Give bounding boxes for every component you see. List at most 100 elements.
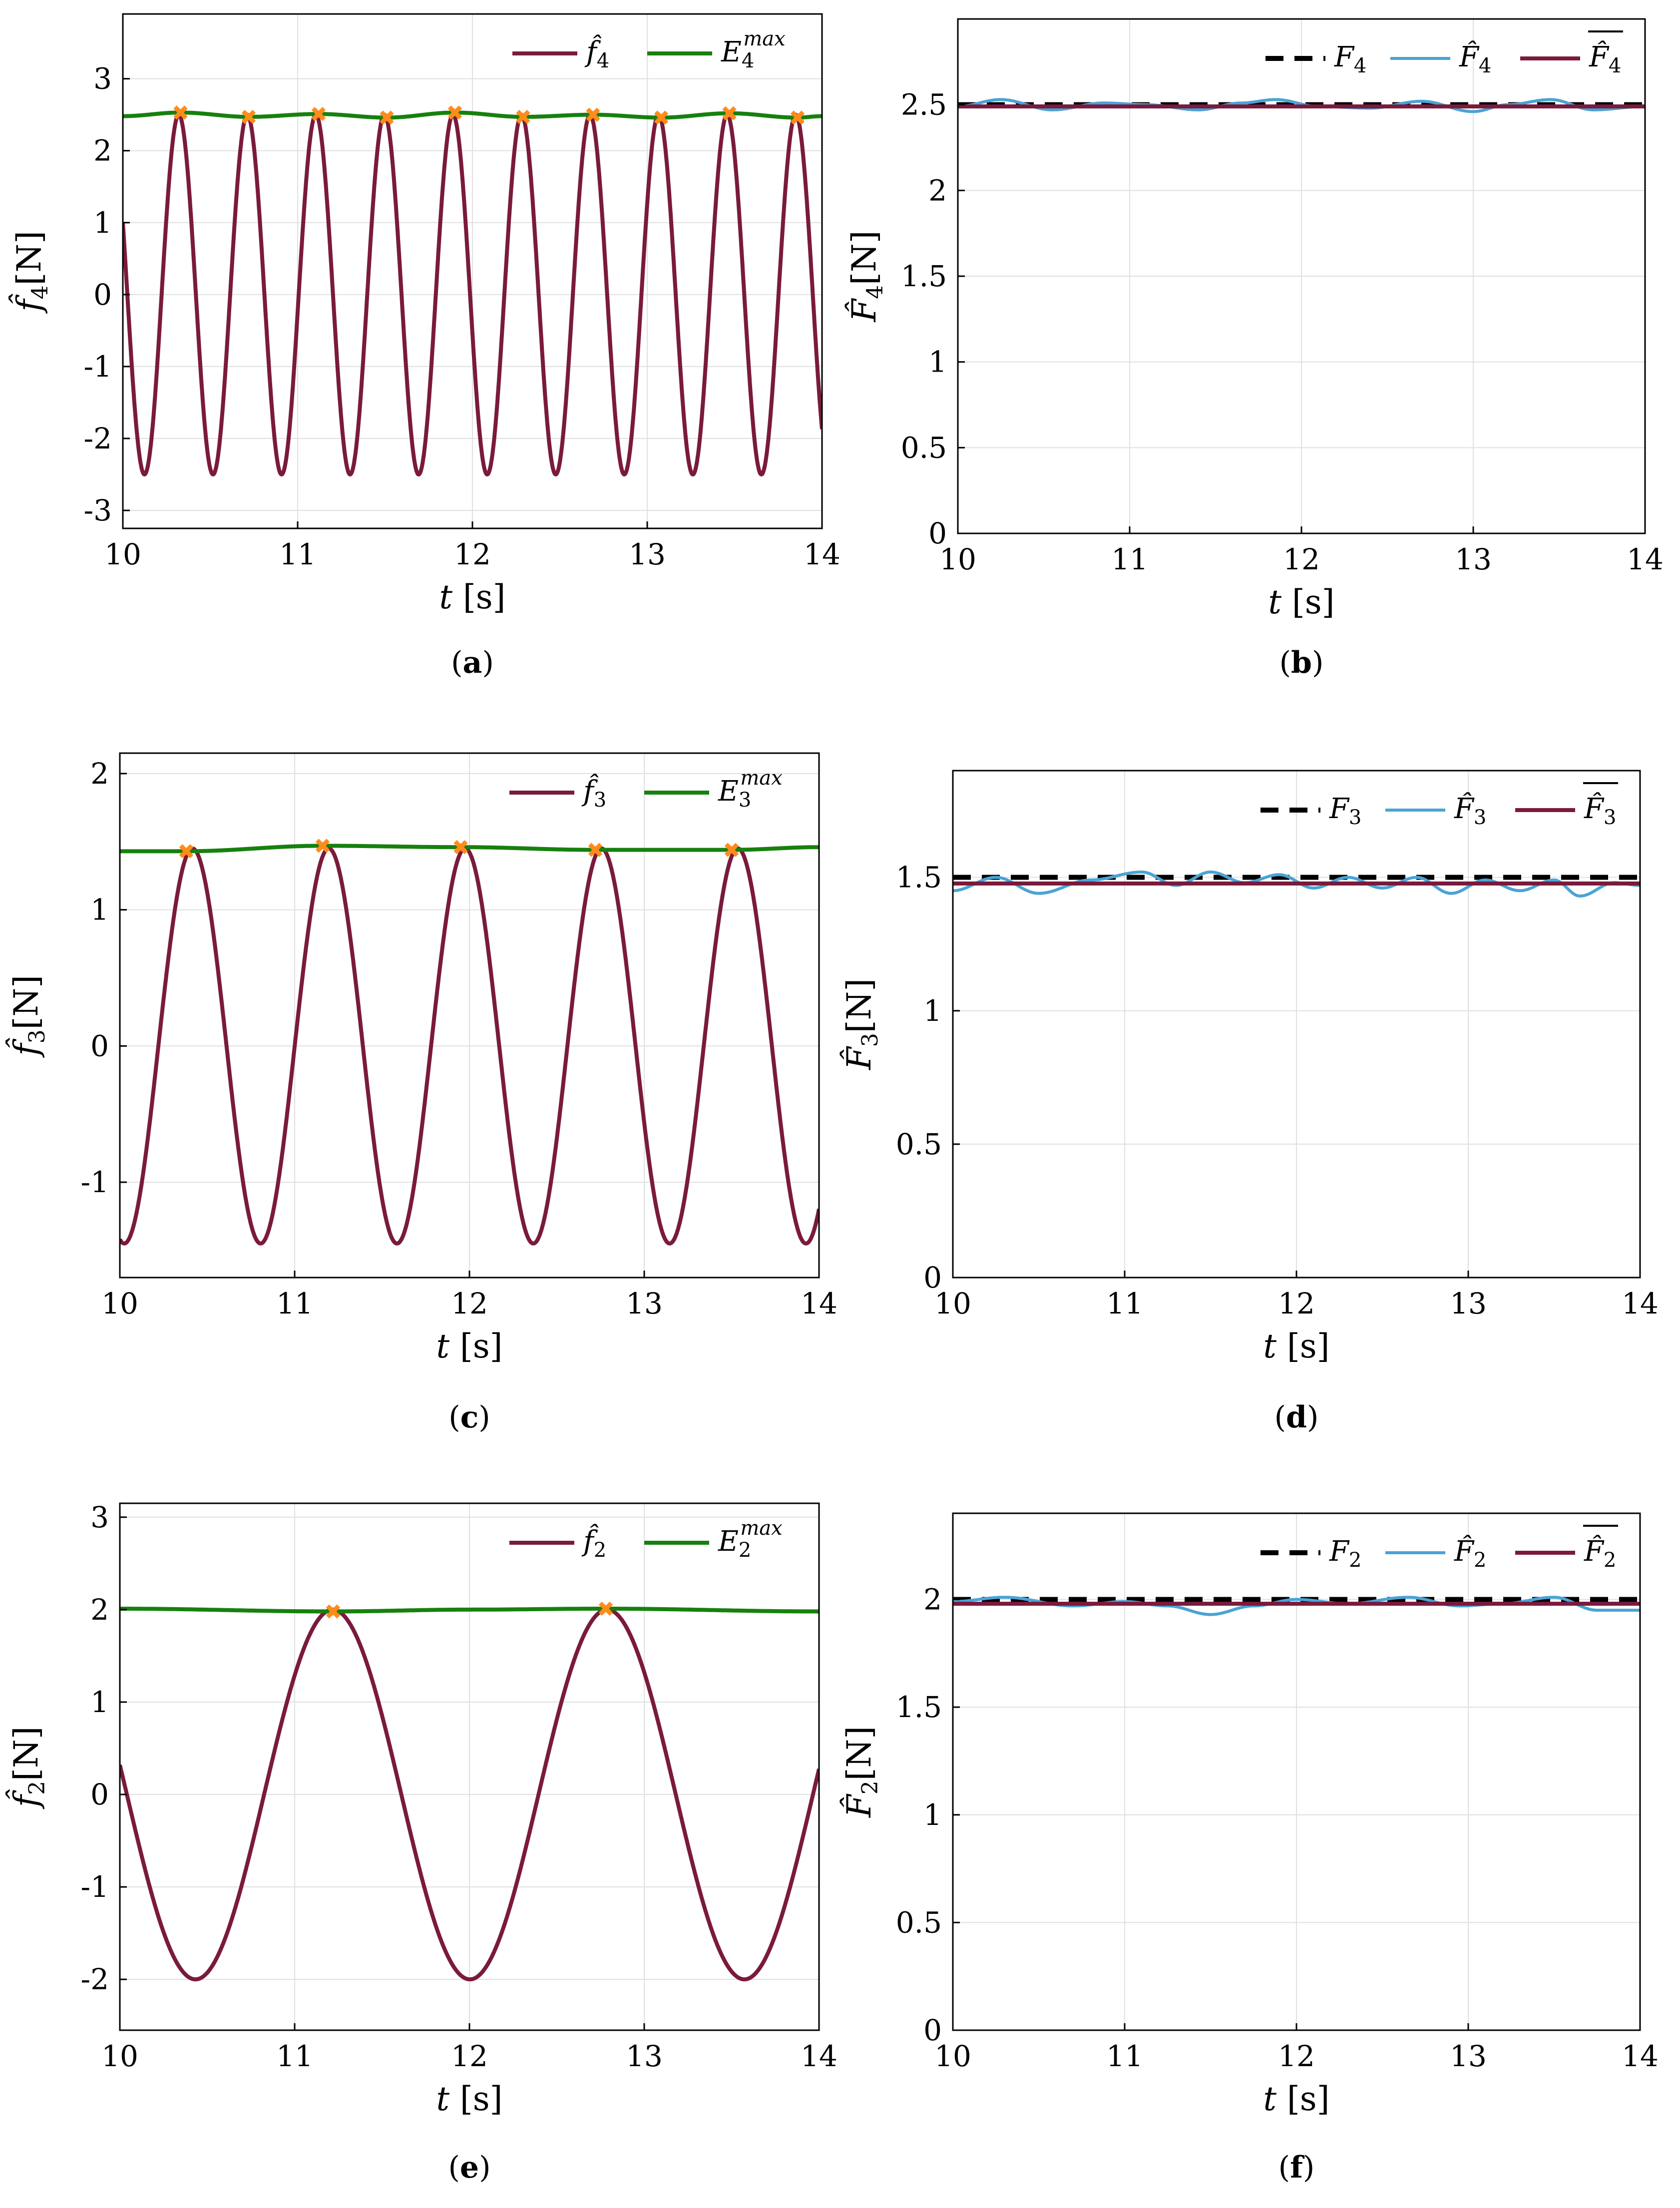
legend-label: F̂4: [1589, 40, 1621, 77]
peak-marker-dot: [726, 109, 733, 117]
x-tick-label: 10: [104, 537, 141, 571]
panel-caption: (f): [1278, 2150, 1315, 2185]
y-tick-label: 0.5: [896, 1905, 942, 1939]
x-tick-label: 11: [1111, 542, 1148, 576]
y-tick-label: 0.5: [901, 431, 947, 464]
x-tick-label: 14: [1622, 2039, 1659, 2073]
legend-label: F̂4: [1459, 40, 1491, 77]
legend-label: E4max: [721, 27, 786, 72]
series-line-F̂2: [953, 1596, 1640, 1616]
peak-marker-dot: [457, 844, 464, 851]
chart-panel-d: 10 11 12 13 14 0 0.5 1 1.5 t [s] F̂3[N] F3 F̂3 F̂3 (d): [840, 770, 1659, 1435]
y-tick-label: 3: [93, 62, 112, 96]
legend: F4 F̂4 F̂4: [1265, 30, 1623, 77]
x-tick-label: 10: [939, 542, 976, 576]
peak-marker-dot: [728, 846, 735, 854]
x-axis-label: t [s]: [1268, 583, 1335, 621]
y-tick-label: 2.5: [901, 88, 947, 122]
panel-caption: (c): [448, 1400, 490, 1435]
series-line-f̂4: [123, 112, 822, 477]
series-line-f̂3: [120, 846, 819, 1246]
y-tick-label: 0: [90, 1029, 109, 1063]
legend: F3 F̂3 F̂3: [1260, 782, 1618, 829]
peak-marker-dot: [592, 846, 599, 854]
legend-label: E2max: [718, 1517, 783, 1562]
x-tick-label: 11: [279, 537, 316, 571]
y-tick-label: -1: [84, 350, 112, 384]
legend-label: F4: [1334, 41, 1366, 77]
y-tick-label: 0: [90, 1777, 109, 1811]
legend: f̂3 E3max: [509, 767, 783, 812]
peak-marker-dot: [451, 109, 458, 116]
y-tick-label: 1: [93, 206, 112, 240]
y-tick-label: 0: [923, 2013, 942, 2047]
legend-label: E3max: [718, 767, 783, 812]
peak-marker-dot: [602, 1605, 609, 1612]
x-tick-label: 10: [101, 2039, 138, 2073]
x-tick-label: 11: [276, 1287, 313, 1321]
y-tick-label: -1: [81, 1165, 109, 1199]
y-tick-label: 0.5: [896, 1127, 942, 1161]
panel-caption: (b): [1279, 645, 1324, 680]
x-axis-label: t [s]: [436, 2080, 503, 2118]
peak-marker-dot: [794, 114, 801, 121]
series-line-E4^max: [123, 110, 822, 120]
legend-label: F̂2: [1454, 1534, 1486, 1572]
legend-label: F̂3: [1454, 792, 1486, 829]
y-tick-label: 1: [90, 893, 109, 927]
y-tick-label: 0: [928, 516, 947, 550]
y-tick-label: 2: [90, 757, 109, 791]
y-tick-label: 1: [928, 345, 947, 379]
y-tick-label: 2: [90, 1593, 109, 1627]
plot-series: [953, 871, 1640, 898]
y-tick-label: 0: [93, 278, 112, 312]
y-axis-label: f̂4[N]: [9, 231, 53, 314]
peak-marker-dot: [177, 109, 184, 116]
x-tick-label: 14: [804, 537, 840, 571]
y-tick-label: 1.5: [896, 861, 942, 894]
x-tick-label: 13: [626, 1287, 663, 1321]
plot-series: [958, 98, 1645, 113]
legend-label: F̂2: [1584, 1534, 1616, 1572]
x-tick-label: 11: [276, 2039, 313, 2073]
peak-marker-dot: [319, 842, 326, 850]
legend-label: F̂3: [1584, 792, 1616, 829]
peak-marker-dot: [245, 113, 252, 120]
series-line-F̂3: [953, 871, 1640, 898]
x-tick-label: 10: [934, 2039, 971, 2073]
y-tick-label: 0: [923, 1261, 942, 1295]
x-axis-label: t [s]: [439, 578, 506, 616]
x-tick-label: 12: [1278, 2039, 1315, 2073]
y-tick-label: 1: [923, 1798, 942, 1832]
x-tick-label: 10: [101, 1287, 138, 1321]
series-line-E2^max: [120, 1607, 819, 1614]
x-tick-label: 13: [1450, 1287, 1487, 1321]
x-tick-label: 12: [451, 1287, 488, 1321]
chart-panel-b: 10 11 12 13 14 0 0.5 1 1.5 2 2.5 t [s] F̂4[N] F4 F̂4 F̂…: [845, 18, 1664, 680]
series-line-f̂2: [120, 1607, 819, 1982]
legend-label: f̂3: [581, 773, 606, 812]
legend: f̂2 E2max: [509, 1517, 783, 1562]
panel-caption: (e): [448, 2150, 490, 2185]
x-tick-label: 11: [1106, 1287, 1143, 1321]
plot-series: [953, 1596, 1640, 1616]
x-axis-label: t [s]: [1263, 1327, 1330, 1365]
peak-marker-dot: [589, 111, 597, 118]
y-tick-label: 1: [923, 994, 942, 1028]
series-line-E3^max: [120, 844, 819, 854]
y-tick-label: 1.5: [901, 259, 947, 293]
peak-marker-dot: [519, 113, 527, 120]
plot-series: [120, 839, 819, 1246]
x-tick-label: 14: [801, 1287, 838, 1321]
x-axis-label: t [s]: [436, 1327, 503, 1365]
y-axis-label: F̂3[N]: [840, 978, 883, 1070]
x-tick-label: 12: [1283, 542, 1320, 576]
x-tick-label: 14: [1622, 1287, 1659, 1321]
x-tick-label: 13: [626, 2039, 663, 2073]
y-tick-label: -1: [81, 1870, 109, 1904]
y-axis-label: F̂4[N]: [845, 230, 888, 322]
